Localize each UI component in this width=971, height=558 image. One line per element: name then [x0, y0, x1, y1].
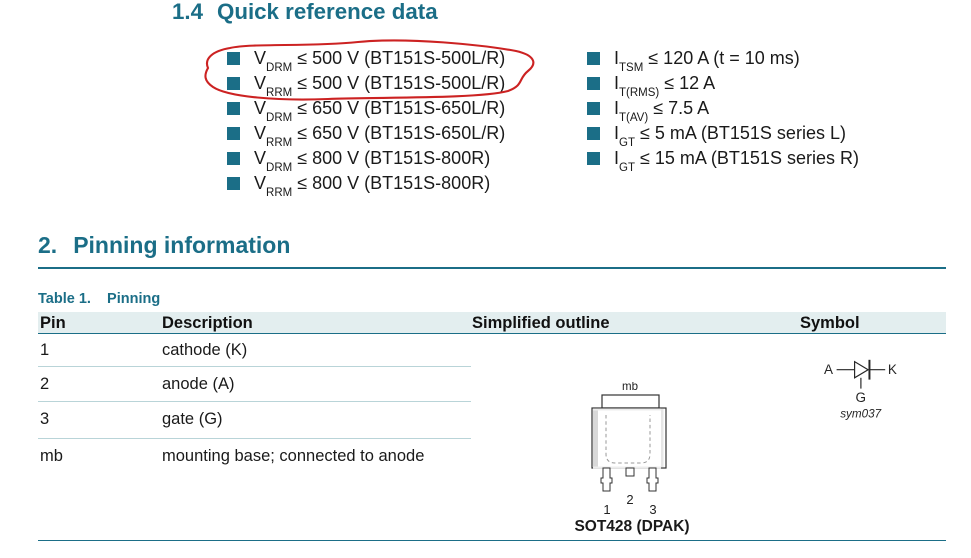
svg-text:K: K	[888, 362, 897, 377]
svg-text:1: 1	[603, 502, 610, 517]
svg-text:A: A	[824, 362, 833, 377]
svg-text:sym037: sym037	[840, 407, 881, 420]
svg-text:2: 2	[626, 492, 633, 507]
svg-text:3: 3	[649, 502, 656, 517]
svg-text:mb: mb	[622, 382, 638, 393]
svg-text:G: G	[856, 390, 867, 405]
